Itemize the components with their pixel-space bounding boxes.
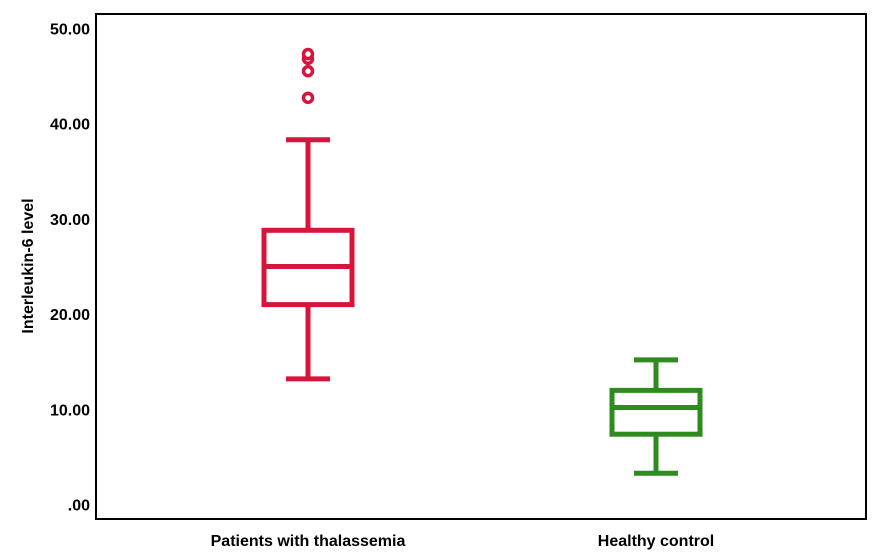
box-group — [609, 357, 703, 476]
plot-frame — [95, 13, 867, 520]
outlier-point — [301, 64, 315, 78]
x-tick-label: Healthy control — [598, 533, 714, 550]
y-tick-label: 20.00 — [50, 307, 90, 324]
box-group — [261, 47, 355, 382]
y-tick-label: 50.00 — [50, 21, 90, 38]
y-tick-label: 40.00 — [50, 117, 90, 134]
outlier-point — [301, 91, 315, 105]
outlier-point — [301, 47, 315, 61]
y-tick-label: .00 — [68, 498, 90, 515]
y-axis-title: Interleukin-6 level — [20, 198, 37, 333]
y-tick-label: 10.00 — [50, 402, 90, 419]
box-series — [261, 47, 703, 476]
iqr-box — [609, 387, 703, 437]
y-tick-label: 30.00 — [50, 212, 90, 229]
x-tick-label: Patients with thalassemia — [211, 533, 406, 550]
y-axis: .00 10.00 20.00 30.00 40.00 50.00 — [50, 21, 90, 514]
x-axis: Patients with thalassemia Healthy control — [211, 533, 715, 550]
